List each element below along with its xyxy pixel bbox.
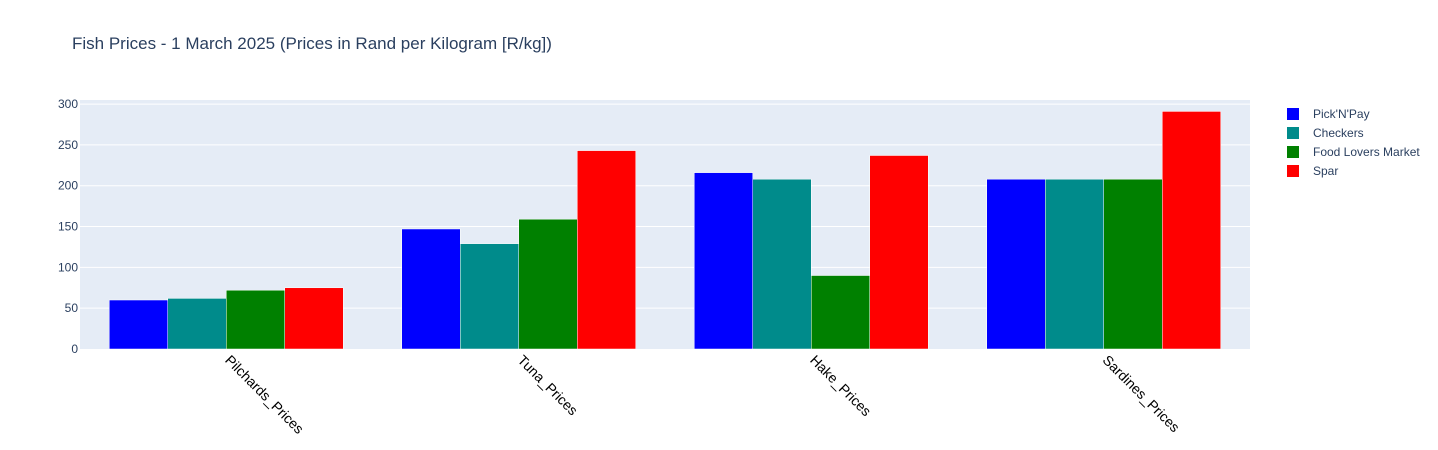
bar[interactable] (518, 218, 578, 350)
y-tick-label: 300 (58, 97, 78, 111)
bar[interactable] (1103, 178, 1163, 350)
bar[interactable] (1045, 178, 1104, 350)
legend-swatch (1287, 127, 1299, 139)
legend-item[interactable]: Spar (1287, 164, 1338, 178)
x-axis-ticks: Pilchards_Prices Tuna_Prices Hake_Prices Sa… (222, 352, 1183, 437)
bar[interactable] (226, 289, 285, 350)
legend-swatch (1287, 165, 1299, 177)
x-tick-label: Pilchards_Prices (222, 352, 307, 437)
y-tick-label: 200 (58, 179, 78, 193)
bar[interactable] (694, 172, 753, 350)
y-tick-label: 150 (58, 220, 78, 234)
legend-label: Food Lovers Market (1313, 145, 1420, 159)
bar[interactable] (869, 155, 929, 350)
x-tick-label: Sardines_Prices (1100, 352, 1183, 435)
y-tick-label: 50 (65, 301, 79, 315)
y-tick-label: 100 (58, 260, 78, 274)
legend-item[interactable]: Food Lovers Market (1287, 145, 1420, 159)
legend-label: Spar (1313, 164, 1338, 178)
bar[interactable] (752, 178, 812, 350)
bars (109, 111, 1221, 350)
bar[interactable] (401, 228, 461, 350)
legend-swatch (1287, 146, 1299, 158)
bar[interactable] (167, 298, 227, 350)
legend-label: Pick'N'Pay (1313, 107, 1370, 121)
chart-title: Fish Prices - 1 March 2025 (Prices in Ra… (72, 34, 552, 53)
bar[interactable] (284, 287, 344, 350)
bar[interactable] (460, 243, 519, 350)
bar[interactable] (986, 178, 1046, 350)
legend[interactable]: Pick'N'Pay Checkers Food Lovers Market Spar (1287, 107, 1420, 178)
x-tick-label: Hake_Prices (807, 352, 874, 419)
bar[interactable] (811, 275, 870, 350)
legend-swatch (1287, 108, 1299, 120)
legend-item[interactable]: Checkers (1287, 126, 1364, 140)
y-tick-label: 0 (71, 342, 78, 356)
bar[interactable] (577, 150, 636, 350)
bar[interactable] (1162, 111, 1221, 350)
bar[interactable] (109, 299, 168, 350)
legend-label: Checkers (1313, 126, 1364, 140)
x-tick-label: Tuna_Prices (515, 352, 582, 419)
y-tick-label: 250 (58, 138, 78, 152)
y-axis-ticks: 0 50 100 150 200 250 300 (58, 97, 78, 356)
legend-item[interactable]: Pick'N'Pay (1287, 107, 1370, 121)
